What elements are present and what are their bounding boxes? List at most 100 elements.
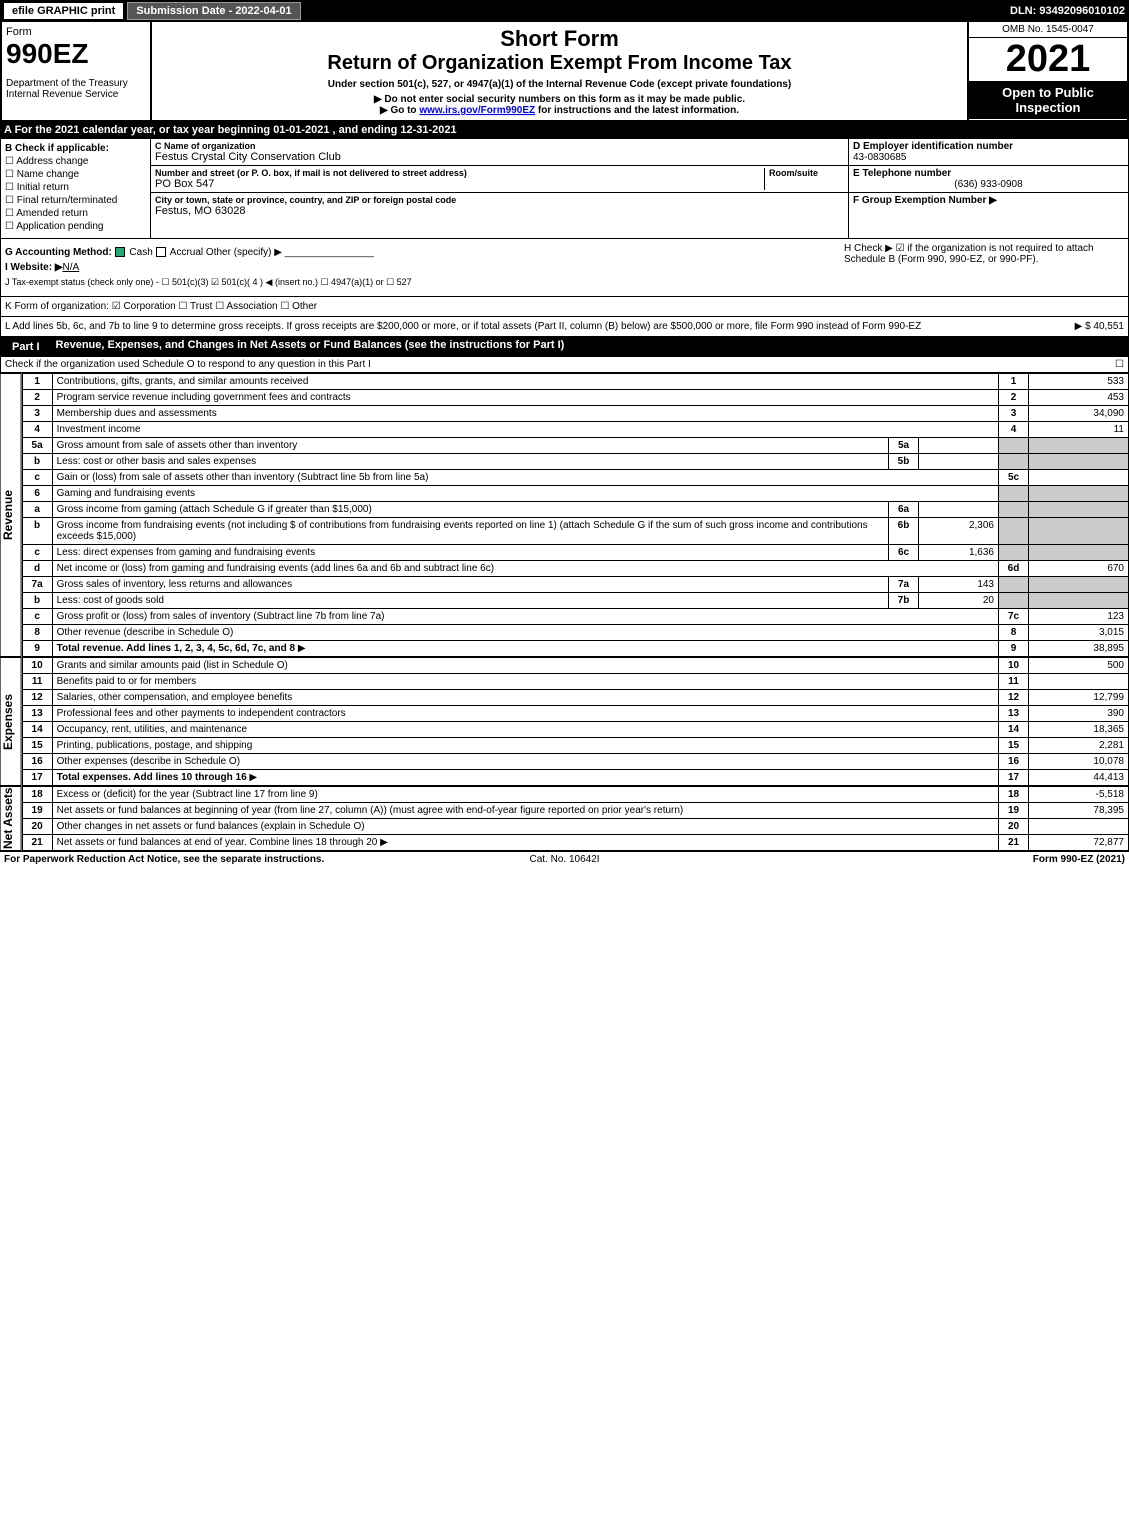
table-row: bLess: cost or other basis and sales exp… <box>22 454 1128 470</box>
line-ref: 7c <box>999 609 1029 625</box>
gross-receipts-val: ▶ $ 40,551 <box>1075 321 1124 332</box>
line-desc: Occupancy, rent, utilities, and maintena… <box>52 722 998 738</box>
line-val: -5,518 <box>1029 787 1129 803</box>
line-val <box>1029 593 1129 609</box>
line-ref: 21 <box>999 835 1029 851</box>
table-row: 14Occupancy, rent, utilities, and mainte… <box>22 722 1128 738</box>
form-label: Form <box>6 26 146 38</box>
line-num: 11 <box>22 674 52 690</box>
table-row: 15Printing, publications, postage, and s… <box>22 738 1128 754</box>
table-row: 9Total revenue. Add lines 1, 2, 3, 4, 5c… <box>22 641 1128 657</box>
line-desc: Less: cost of goods sold <box>52 593 888 609</box>
line-desc: Printing, publications, postage, and shi… <box>52 738 998 754</box>
sub-line-val <box>919 438 999 454</box>
chk-address-change[interactable]: ☐ Address change <box>5 156 146 167</box>
box-c: C Name of organization Festus Crystal Ci… <box>151 139 848 238</box>
expenses-section: Expenses 10Grants and similar amounts pa… <box>0 657 1129 786</box>
chk-initial-return[interactable]: ☐ Initial return <box>5 182 146 193</box>
header-center: Short Form Return of Organization Exempt… <box>152 22 967 120</box>
line-val: 453 <box>1029 390 1129 406</box>
line-ref: 19 <box>999 803 1029 819</box>
line-val: 34,090 <box>1029 406 1129 422</box>
note-1: ▶ Do not enter social security numbers o… <box>156 94 963 105</box>
line-num: 16 <box>22 754 52 770</box>
table-row: 16Other expenses (describe in Schedule O… <box>22 754 1128 770</box>
header-left: Form 990EZ Department of the Treasury In… <box>2 22 152 120</box>
line-desc: Program service revenue including govern… <box>52 390 998 406</box>
line-desc: Net income or (loss) from gaming and fun… <box>52 561 998 577</box>
org-name: Festus Crystal City Conservation Club <box>155 151 844 163</box>
line-val <box>1029 470 1129 486</box>
net-assets-section: Net Assets 18Excess or (deficit) for the… <box>0 786 1129 851</box>
line-num: c <box>22 470 52 486</box>
chk-cash-icon[interactable] <box>115 247 125 257</box>
form-title: Return of Organization Exempt From Incom… <box>156 52 963 75</box>
line-desc: Gain or (loss) from sale of assets other… <box>52 470 998 486</box>
footer-left: For Paperwork Reduction Act Notice, see … <box>4 854 378 865</box>
table-row: 2Program service revenue including gover… <box>22 390 1128 406</box>
line-val: 44,413 <box>1029 770 1129 786</box>
line-val: 390 <box>1029 706 1129 722</box>
sub-line-num: 6b <box>889 518 919 545</box>
box-b: B Check if applicable: ☐ Address change … <box>1 139 151 238</box>
line-num: 6 <box>22 486 52 502</box>
addr-label: Number and street (or P. O. box, if mail… <box>155 168 764 178</box>
line-desc: Less: cost or other basis and sales expe… <box>52 454 888 470</box>
line-val: 670 <box>1029 561 1129 577</box>
net-side-label: Net Assets <box>0 786 22 851</box>
chk-accrual-icon[interactable] <box>156 247 166 257</box>
expenses-side-label: Expenses <box>0 657 22 786</box>
tel-label: E Telephone number <box>853 168 1124 179</box>
table-row: 1Contributions, gifts, grants, and simil… <box>22 374 1128 390</box>
short-form-title: Short Form <box>156 26 963 52</box>
section-h: H Check ▶ ☑ if the organization is not r… <box>844 243 1124 292</box>
dept-label: Department of the Treasury Internal Reve… <box>6 78 146 100</box>
revenue-side-label: Revenue <box>0 373 22 657</box>
table-row: 11Benefits paid to or for members11 <box>22 674 1128 690</box>
table-row: bGross income from fundraising events (n… <box>22 518 1128 545</box>
city: Festus, MO 63028 <box>155 205 844 217</box>
chk-final-return[interactable]: ☐ Final return/terminated <box>5 195 146 206</box>
table-row: 10Grants and similar amounts paid (list … <box>22 658 1128 674</box>
line-ref: 2 <box>999 390 1029 406</box>
addr: PO Box 547 <box>155 178 764 190</box>
line-num: c <box>22 545 52 561</box>
line-val: 12,799 <box>1029 690 1129 706</box>
chk-application-pending[interactable]: ☐ Application pending <box>5 221 146 232</box>
table-row: bLess: cost of goods sold7b20 <box>22 593 1128 609</box>
line-num: 3 <box>22 406 52 422</box>
chk-name-change[interactable]: ☐ Name change <box>5 169 146 180</box>
line-desc: Gross income from gaming (attach Schedul… <box>52 502 888 518</box>
line-num: 19 <box>22 803 52 819</box>
chk-amended-return[interactable]: ☐ Amended return <box>5 208 146 219</box>
line-ref <box>999 454 1029 470</box>
submission-date: Submission Date - 2022-04-01 <box>127 2 300 20</box>
sub-line-num: 7a <box>889 577 919 593</box>
line-ref: 15 <box>999 738 1029 754</box>
tax-year: 2021 <box>969 38 1127 81</box>
line-val <box>1029 438 1129 454</box>
group-exemption-label: F Group Exemption Number ▶ <box>853 195 1124 206</box>
line-desc: Salaries, other compensation, and employ… <box>52 690 998 706</box>
sub-line-val: 143 <box>919 577 999 593</box>
line-ref: 8 <box>999 625 1029 641</box>
line-val: 78,395 <box>1029 803 1129 819</box>
line-ref: 12 <box>999 690 1029 706</box>
line-val: 11 <box>1029 422 1129 438</box>
omb-number: OMB No. 1545-0047 <box>969 22 1127 38</box>
sub-line-num: 6c <box>889 545 919 561</box>
sub-line-val <box>919 454 999 470</box>
line-val: 10,078 <box>1029 754 1129 770</box>
section-l: L Add lines 5b, 6c, and 7b to line 9 to … <box>0 317 1129 337</box>
line-num: 1 <box>22 374 52 390</box>
part1-check: Check if the organization used Schedule … <box>0 357 1129 373</box>
table-row: cGain or (loss) from sale of assets othe… <box>22 470 1128 486</box>
line-ref: 17 <box>999 770 1029 786</box>
line-desc: Gross amount from sale of assets other t… <box>52 438 888 454</box>
line-num: 4 <box>22 422 52 438</box>
table-row: 12Salaries, other compensation, and empl… <box>22 690 1128 706</box>
irs-link[interactable]: www.irs.gov/Form990EZ <box>419 105 535 116</box>
line-desc: Professional fees and other payments to … <box>52 706 998 722</box>
line-desc: Less: direct expenses from gaming and fu… <box>52 545 888 561</box>
line-desc: Total expenses. Add lines 10 through 16 … <box>52 770 998 786</box>
